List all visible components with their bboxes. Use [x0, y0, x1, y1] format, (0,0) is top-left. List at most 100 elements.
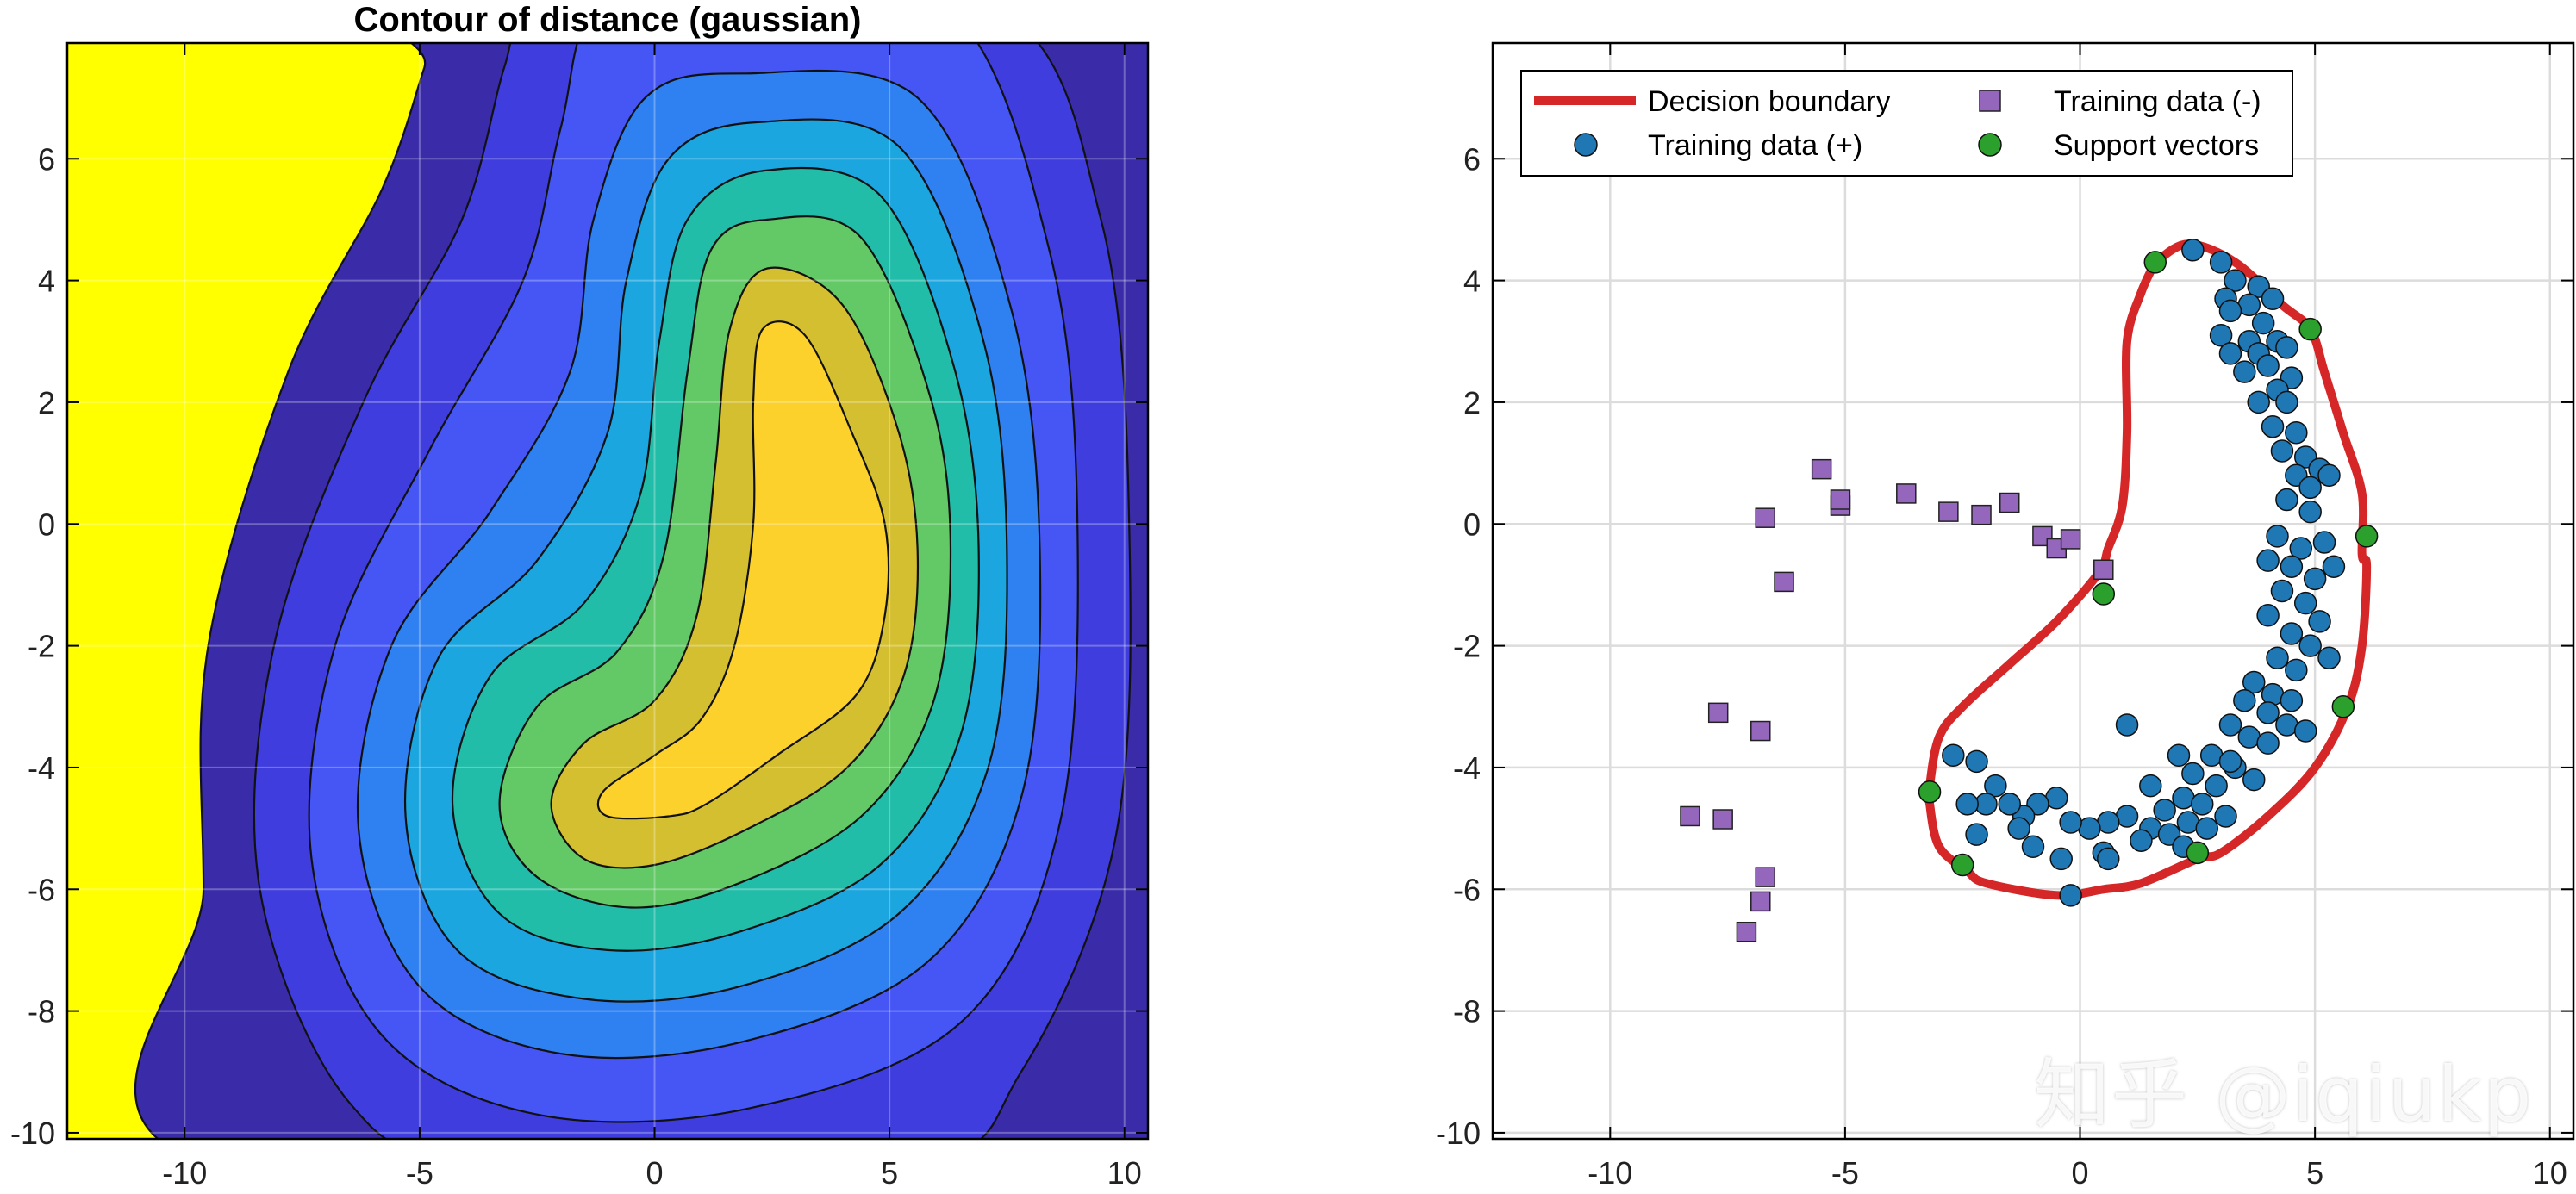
positive-point — [2096, 847, 2120, 871]
negative-point — [1774, 571, 1794, 593]
positive-point — [2270, 579, 2294, 603]
negative-point — [1712, 809, 1733, 830]
scatter-ytick-label: -4 — [1453, 750, 1481, 786]
positive-point — [2298, 476, 2322, 500]
negative-point — [1896, 483, 1917, 504]
positive-point — [2007, 817, 2030, 840]
contour-xtick-label: 10 — [1107, 1155, 1142, 1191]
positive-point — [2293, 591, 2317, 615]
positive-point — [2312, 531, 2336, 554]
contour-bands — [67, 43, 1148, 1139]
contour-ytick-label: -6 — [28, 872, 55, 907]
contour-xtick-label: -10 — [162, 1155, 207, 1191]
positive-point — [2256, 604, 2280, 627]
positive-point — [1955, 793, 1979, 816]
scatter-plot: -10 -5 0 5 10 -10 -8 -6 -4 -2 0 2 4 6 Decision bounda… — [1436, 41, 2575, 1191]
positive-point — [1965, 749, 1988, 774]
contour-ticks: -10 -5 0 5 10 -10 -8 -6 -4 -2 0 2 4 6 — [10, 43, 1148, 1191]
positive-point — [2021, 835, 2045, 859]
positive-point — [2049, 847, 2073, 871]
support-vector-point — [2186, 841, 2210, 865]
positive-point — [2218, 299, 2242, 323]
contour-xtick-label: -5 — [406, 1155, 433, 1191]
positive-point — [2233, 360, 2256, 383]
scatter-xtick-label: -10 — [1587, 1155, 1632, 1191]
negative-point — [1750, 720, 1771, 742]
positive-point — [2195, 817, 2218, 840]
contour-ytick-label: -2 — [28, 629, 55, 664]
legend-box — [1520, 70, 2293, 177]
negative-point — [1830, 489, 1851, 510]
contour-ytick-label: -8 — [28, 994, 55, 1029]
positive-point — [2130, 829, 2153, 852]
positive-point — [2280, 622, 2304, 645]
contour-band-1 — [596, 320, 890, 820]
positive-point — [2153, 799, 2176, 822]
contour-ytick-label: -10 — [10, 1116, 55, 1151]
positive-point — [2233, 688, 2256, 712]
support-vector-point — [2298, 317, 2322, 341]
positive-point — [2266, 646, 2289, 669]
positive-point — [2266, 525, 2289, 548]
legend-negative-swatch — [1979, 90, 2001, 112]
scatter-ytick-label: 6 — [1463, 141, 1481, 177]
positive-point — [2280, 688, 2304, 712]
negative-point — [2093, 559, 2114, 581]
positive-point — [2191, 793, 2214, 816]
positive-point — [2308, 610, 2331, 633]
watermark-text: 知乎 @iqiukp — [2034, 1050, 2534, 1139]
positive-point — [2298, 634, 2322, 657]
positive-point — [1965, 823, 1988, 846]
contour-ytick-label: -4 — [28, 750, 55, 786]
negative-point — [1999, 492, 2020, 513]
negative-point — [1750, 891, 1771, 912]
scatter-axes-box — [1491, 41, 2575, 1141]
positive-point — [2256, 549, 2280, 572]
positive-point — [2209, 323, 2233, 347]
contour-xtick-label: 0 — [646, 1155, 664, 1191]
positive-point — [2275, 488, 2298, 512]
scatter-ytick-label: 0 — [1463, 507, 1481, 542]
negative-layer — [1680, 458, 2114, 942]
positive-point — [2270, 439, 2294, 463]
positive-point — [2261, 287, 2285, 311]
positive-point — [2242, 768, 2266, 792]
positive-point — [1984, 774, 2007, 798]
negative-point — [1755, 507, 1775, 528]
positive-point — [2224, 269, 2247, 292]
scatter-ytick-label: -6 — [1453, 872, 1481, 907]
positive-point — [2317, 463, 2341, 487]
positive-layer — [1942, 239, 2346, 907]
support-vector-point — [1950, 853, 1974, 877]
positive-point — [2205, 774, 2228, 798]
support-vector-point — [2331, 695, 2355, 718]
contour-title: Contour of distance (gaussian) — [354, 1, 862, 39]
positive-point — [2209, 251, 2233, 274]
positive-point — [2218, 713, 2242, 737]
positive-point — [2256, 354, 2280, 377]
negative-point — [1736, 921, 1757, 942]
negative-point — [1811, 458, 1832, 480]
positive-point — [2247, 390, 2270, 414]
contour-ytick-label: 0 — [38, 507, 55, 542]
positive-point — [2275, 390, 2298, 414]
support-vector-point — [2355, 525, 2379, 548]
negative-point — [1938, 501, 1959, 522]
scatter-ytick-label: 4 — [1463, 264, 1481, 299]
positive-point — [2139, 774, 2162, 798]
negative-point — [1755, 867, 1775, 887]
positive-point — [2214, 805, 2237, 828]
positive-point — [2280, 555, 2304, 578]
decision-boundary-line — [1924, 239, 2372, 900]
positive-point — [2256, 731, 2280, 755]
positive-point — [2115, 713, 2139, 737]
scatter-xtick-label: 5 — [2306, 1155, 2323, 1191]
positive-point — [2275, 336, 2298, 359]
legend-positive-swatch — [1574, 133, 1598, 157]
positive-point — [2167, 743, 2191, 768]
positive-point — [2218, 749, 2242, 774]
scatter-ytick-label: -2 — [1453, 629, 1481, 664]
scatter-xtick-label: -5 — [1831, 1155, 1859, 1191]
positive-point — [2251, 311, 2275, 335]
